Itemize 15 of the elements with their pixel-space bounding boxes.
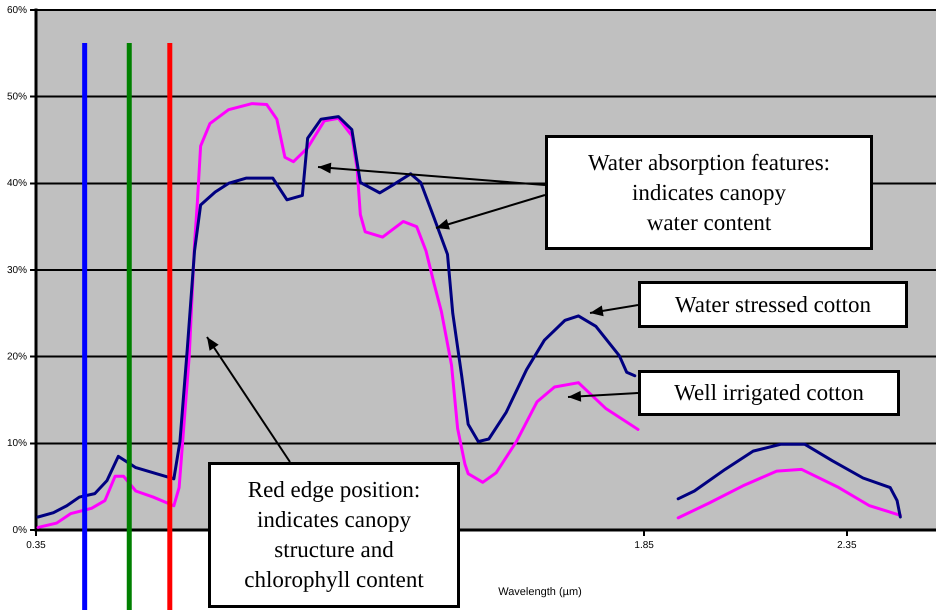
callout-box: Water absorption features: indicates canopy water content [545,135,873,250]
callout-box: Red edge position: indicates canopy structure and chlorophyll content [208,462,460,608]
y-tick-label: 20% [7,351,28,362]
x-tick-label: 0.35 [26,540,46,551]
callout-box: Water stressed cotton [638,281,908,328]
y-tick-label: 30% [7,264,28,276]
callout-box: Well irrigated cotton [638,370,900,416]
x-tick-label: 1.85 [634,540,654,551]
x-axis-title: Wavelength (µm) [498,586,582,598]
y-tick-label: 10% [7,438,28,450]
y-tick-label: 50% [7,91,28,102]
y-tick-label: 40% [7,178,28,190]
x-tick-label: 2.35 [837,540,857,551]
y-tick-label: 60% [7,4,28,16]
y-tick-label: 0% [12,524,28,536]
